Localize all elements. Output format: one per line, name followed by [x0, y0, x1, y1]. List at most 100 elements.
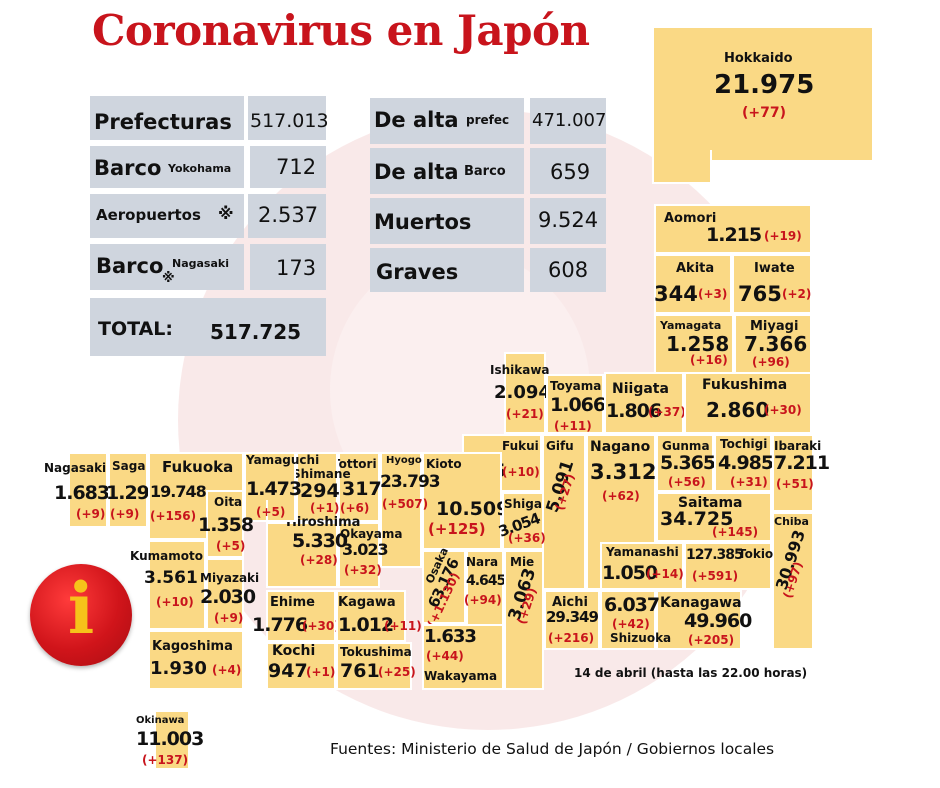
summary-aeropuertos: Aeropuertos ※ [90, 194, 244, 238]
prefecture-cases: 49.960 [684, 610, 752, 632]
summary-label: Barco [94, 156, 162, 180]
summary-value: 608 [548, 258, 589, 282]
prefecture-tottori [338, 452, 380, 522]
prefecture-delta: (+30) [302, 619, 340, 633]
prefecture-name: Chiba [774, 515, 809, 528]
prefecture-delta: (+205) [688, 633, 735, 647]
prefecture-cases: 765 [738, 282, 782, 306]
summary-sublabel: Yokohama [168, 162, 232, 175]
prefecture-cases: 7.366 [744, 332, 808, 356]
prefecture-delta: (+16) [690, 353, 728, 367]
summary-value: 9.524 [538, 208, 599, 232]
prefecture-delta: (+5) [216, 539, 246, 553]
prefecture-cases: 7.211 [774, 452, 830, 474]
prefecture-name: Kochi [272, 643, 316, 659]
prefecture-name: Tottori [332, 457, 377, 471]
summary-sublabel: Barco [464, 164, 506, 179]
prefecture-delta: (+9) [214, 611, 244, 625]
prefecture-name: Okayama [340, 527, 403, 541]
prefecture-kanagawa [656, 590, 742, 650]
summary-label: Barco [96, 254, 164, 278]
summary-label: Graves [376, 260, 459, 284]
prefecture-name: Shimane [292, 467, 351, 481]
prefecture-cases: 4.985 [718, 452, 774, 474]
prefecture-oita [206, 490, 244, 558]
summary-value: 2.537 [258, 203, 319, 227]
prefecture-delta: (+3) [698, 287, 728, 301]
prefecture-saga [108, 452, 148, 528]
prefecture-delta: (+5) [256, 505, 286, 519]
prefecture-okayama [338, 522, 380, 588]
prefecture-delta: (+216) [548, 631, 595, 645]
prefecture-name: Gifu [546, 439, 574, 453]
prefecture-delta: (+42) [612, 617, 650, 631]
prefecture-name: Oita [214, 495, 243, 509]
prefecture-name: Nagasaki [44, 461, 107, 475]
prefecture-cases: 3.561 [144, 568, 198, 588]
prefecture-miyazaki [206, 558, 244, 630]
summary-total: TOTAL: 517.725 [90, 298, 326, 356]
prefecture-name: Kumamoto [130, 549, 203, 563]
prefecture-name: Kagoshima [152, 639, 233, 654]
summary-muertos-value: 9.524 [530, 198, 606, 244]
prefecture-cases: 34.725 [660, 508, 734, 530]
prefecture-name: Fukui [502, 439, 539, 453]
info-glyph: i [67, 567, 95, 650]
summary-label: Aeropuertos [96, 206, 201, 224]
summary-sublabel: prefec [466, 113, 510, 127]
prefecture-delta: (+2) [782, 287, 812, 301]
prefecture-name: Wakayama [424, 669, 498, 683]
prefecture-hokkaido [652, 26, 874, 162]
prefecture-kochi [266, 642, 336, 690]
prefecture-cases: 4.645 [466, 573, 506, 589]
prefecture-cases: 1.258 [666, 332, 730, 356]
summary-value: 471.007 [532, 110, 607, 131]
prefecture-cases: 19.748 [150, 482, 207, 501]
prefecture-tokushima [336, 642, 412, 690]
summary-value: 517.725 [210, 320, 302, 344]
prefecture-name: Miyazaki [200, 571, 260, 585]
prefecture-delta: (+77) [742, 105, 787, 121]
prefecture-name: Okinawa [136, 715, 185, 726]
prefecture-ishikawa [504, 352, 546, 434]
prefecture-cases: 947 [268, 660, 308, 682]
prefecture-yamanashi [600, 542, 684, 590]
prefecture-name: Nara [466, 555, 499, 569]
prefecture-name: Saitama [678, 495, 743, 511]
prefecture-cases: 1.683 [54, 482, 110, 504]
summary-label: Prefecturas [94, 110, 232, 134]
prefecture-okinawa [154, 710, 190, 770]
summary-sublabel: Nagasaki [172, 257, 229, 270]
prefecture-name: Ehime [270, 595, 315, 610]
prefecture-delta: (+51) [776, 477, 814, 491]
prefecture-name: Hiroshima [286, 515, 361, 530]
prefecture-name: Hokkaido [724, 51, 793, 66]
summary-de-alta-barco-value: 659 [530, 148, 606, 194]
prefecture-delta: (+11) [384, 619, 422, 633]
prefecture-name: Kagawa [338, 595, 396, 610]
prefecture-yamaguchi-ext [266, 500, 296, 522]
prefecture-cases: 127.385 [686, 547, 744, 563]
prefecture-delta: (+36) [508, 531, 546, 545]
prefecture-kagoshima [148, 630, 244, 690]
prefecture-delta: (+37) [648, 405, 686, 419]
prefecture-hokkaido-ext [652, 150, 712, 184]
prefecture-delta: (+94) [464, 593, 502, 607]
prefecture-wakayama [422, 624, 504, 690]
prefecture-cases: 3.023 [342, 540, 389, 559]
prefecture-delta: (+125) [428, 520, 486, 538]
summary-label: TOTAL: [98, 318, 174, 340]
prefecture-kumamoto [148, 540, 206, 630]
prefecture-nagasaki [68, 452, 108, 528]
prefecture-name: Yamaguchi [246, 453, 320, 467]
summary-graves-value: 608 [530, 248, 606, 292]
summary-value: 517.013 [250, 110, 329, 132]
prefecture-kioto [422, 452, 502, 550]
prefecture-name: Iwate [754, 261, 795, 276]
asterisk-mark-icon: ※ [162, 271, 175, 286]
date-note: 14 de abril (hasta las 22.00 horas) [574, 666, 808, 680]
prefecture-cases: 2.860 [706, 398, 770, 422]
prefecture-ehime [266, 590, 336, 642]
summary-muertos: Muertos [370, 198, 524, 244]
summary-prefecturas-value: 517.013 [248, 96, 329, 140]
